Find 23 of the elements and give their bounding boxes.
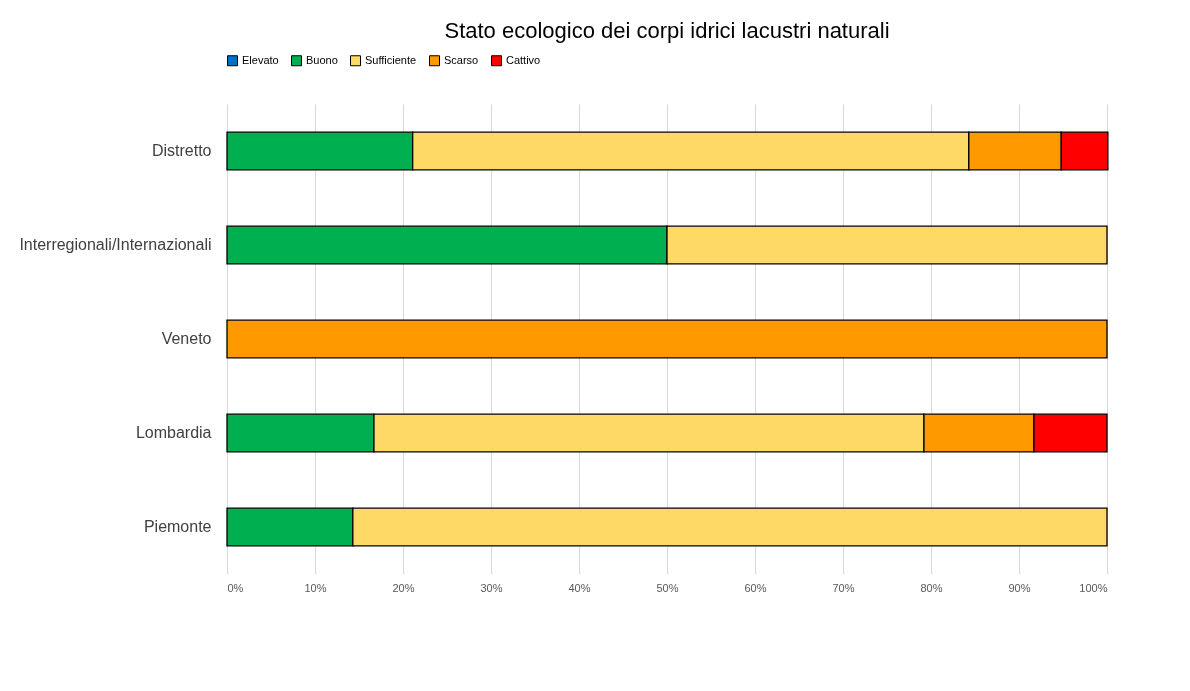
x-tick-label: 50% [656, 581, 679, 594]
x-tick-label: 30% [480, 581, 503, 594]
bar [226, 319, 1108, 359]
legend-label: Elevato [242, 53, 279, 66]
y-tick-label: Veneto [161, 330, 212, 347]
x-tick-label: 90% [1008, 581, 1031, 594]
x-tick-label: 10% [304, 581, 327, 594]
x-tick-label: 20% [392, 581, 415, 594]
legend-label: Cattivo [506, 53, 541, 66]
x-tick-label: 100% [1079, 581, 1108, 594]
y-tick-label: Lombardia [135, 424, 212, 441]
x-tick-label: 70% [832, 581, 855, 594]
x-tick-label: 80% [920, 581, 943, 594]
y-tick-label: Distretto [151, 142, 212, 159]
x-tick-label: 40% [568, 581, 591, 594]
chart-title: Stato ecologico dei corpi idrici lacustri naturali [444, 18, 890, 43]
y-tick-label: Interregionali/Internazionali [19, 236, 212, 253]
x-tick-label: 0% [227, 581, 244, 594]
legend-label: Scarso [444, 53, 479, 66]
y-tick-label: Piemonte [143, 518, 212, 535]
x-tick-label: 60% [744, 581, 767, 594]
legend-label: Sufficiente [365, 53, 417, 66]
legend-label: Buono [306, 53, 338, 66]
